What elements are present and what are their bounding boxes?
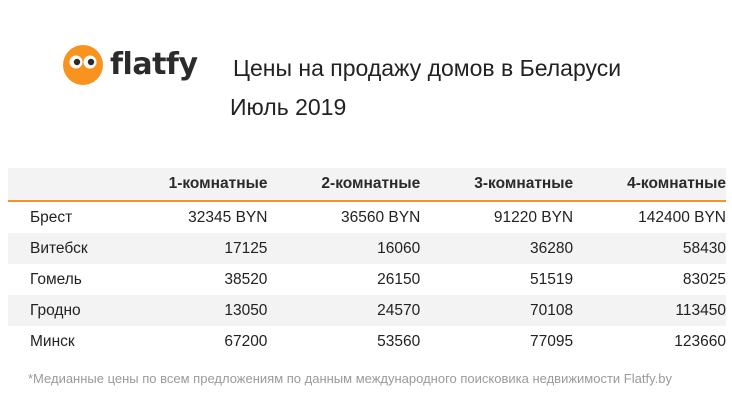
price-cell: 123660 (674, 332, 726, 350)
price-cell: 91220 BYN (493, 208, 574, 226)
table-row: Витебск 17125 16060 36280 58430 (8, 233, 726, 264)
city-cell: Витебск (30, 239, 88, 257)
table-row: Гродно 13050 24570 70108 113450 (8, 295, 726, 326)
table-header-row: 1-комнатные 2-комнатные 3-комнатные 4-ко… (8, 168, 726, 202)
city-cell: Гомель (30, 270, 82, 288)
price-cell: 83025 (682, 270, 726, 288)
price-cell: 36560 BYN (341, 208, 421, 226)
price-cell: 70108 (530, 301, 574, 319)
price-cell: 32345 BYN (188, 208, 268, 226)
price-cell: 26150 (377, 270, 421, 288)
owl-eyes-icon (63, 45, 103, 85)
table-row: Брест 32345 BYN 36560 BYN 91220 BYN 1424… (8, 201, 726, 233)
price-cell: 17125 (224, 239, 268, 257)
city-cell: Брест (30, 208, 73, 226)
price-cell: 67200 (224, 332, 268, 350)
column-header-1-room: 1-комнатные (146, 168, 268, 202)
table-row: Гомель 38520 26150 51519 83025 (8, 264, 726, 295)
price-cell: 53560 (377, 332, 421, 350)
chart-subtitle: Июль 2019 (230, 94, 347, 120)
price-cell: 24570 (377, 301, 421, 319)
column-header-3-room: 3-комнатные (420, 168, 574, 202)
city-cell: Минск (30, 332, 75, 350)
brand-name: flatfy (110, 47, 198, 82)
price-cell: 51519 (530, 270, 574, 288)
price-cell: 13050 (224, 301, 268, 319)
price-cell: 16060 (377, 239, 421, 257)
city-cell: Гродно (30, 301, 81, 319)
price-cell: 113450 (675, 301, 726, 319)
flatfy-logo: flatfy (62, 44, 198, 86)
price-table: 1-комнатные 2-комнатные 3-комнатные 4-ко… (8, 168, 726, 357)
price-cell: 36280 (530, 239, 574, 257)
table-row: Минск 67200 53560 77095 123660 (8, 326, 726, 357)
chart-title: Цены на продажу домов в Беларуси (233, 55, 622, 81)
price-cell: 77095 (530, 332, 574, 350)
price-cell: 142400 BYN (638, 208, 726, 226)
footnote: *Медианные цены по всем предложениям по … (28, 371, 672, 386)
price-cell: 38520 (224, 270, 268, 288)
column-header-2-room: 2-комнатные (267, 168, 421, 202)
column-header-city (8, 168, 147, 202)
column-header-4-room: 4-комнатные (573, 168, 726, 202)
price-cell: 58430 (682, 239, 726, 257)
